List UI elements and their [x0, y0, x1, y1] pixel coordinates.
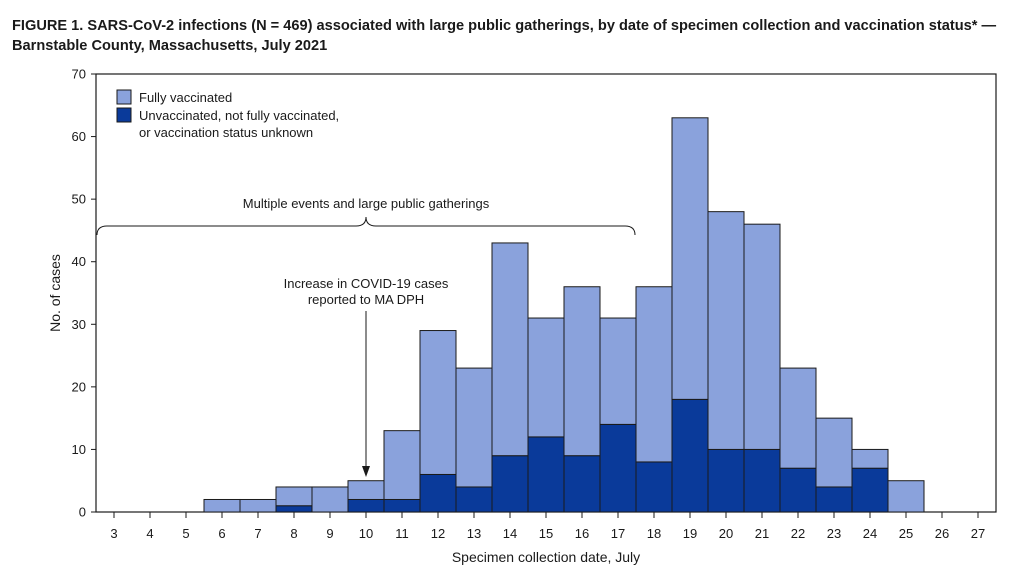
x-tick-label: 17 — [611, 526, 625, 541]
bar-series2-jul-11 — [383, 430, 421, 500]
y-axis-label: No. of cases — [47, 254, 63, 332]
x-tick-label: 21 — [755, 526, 769, 541]
y-tick-label: 60 — [72, 129, 86, 144]
bar-series1-jul-23 — [815, 486, 853, 513]
x-tick-label: 23 — [827, 526, 841, 541]
annotation-arrow-label: reported to MA DPH — [308, 292, 424, 307]
bar-series2-jul-15 — [527, 317, 565, 438]
x-tick-label: 18 — [647, 526, 661, 541]
bar-series1-jul-16 — [563, 455, 601, 513]
x-tick-label: 12 — [431, 526, 445, 541]
bar-series2-jul-18 — [635, 286, 673, 463]
bar-series2-jul-8 — [275, 486, 313, 507]
bar-series2-jul-9 — [311, 486, 349, 513]
x-tick-label: 11 — [395, 526, 409, 541]
x-tick-label: 13 — [467, 526, 481, 541]
x-tick-label: 5 — [182, 526, 189, 541]
x-tick-label: 26 — [935, 526, 949, 541]
x-tick-label: 10 — [359, 526, 373, 541]
legend-label-series2: Fully vaccinated — [139, 90, 232, 105]
bar-series2-jul-7 — [239, 498, 277, 513]
bar-series2-jul-19 — [671, 117, 709, 400]
x-tick-label: 14 — [503, 526, 517, 541]
bar-series2-jul-21 — [743, 223, 781, 450]
bar-series2-jul-14 — [491, 242, 529, 457]
bar-series2-jul-20 — [707, 211, 745, 450]
y-tick-label: 40 — [72, 254, 86, 269]
y-tick-label: 30 — [72, 317, 86, 332]
bar-series1-jul-8 — [275, 505, 313, 513]
bar-series1-jul-20 — [707, 448, 745, 513]
legend-label-series1: Unvaccinated, not fully vaccinated, — [139, 108, 339, 123]
bar-series2-jul-23 — [815, 417, 853, 488]
bar-series2-jul-13 — [455, 367, 493, 488]
figure-title-line-1: FIGURE 1. SARS-CoV-2 infections (N = 469… — [12, 18, 997, 34]
y-tick-label: 10 — [72, 442, 86, 457]
bar-series1-jul-15 — [527, 436, 565, 513]
bar-series2-jul-10 — [347, 480, 385, 500]
y-tick-label: 20 — [72, 379, 86, 394]
y-tick-label: 50 — [72, 192, 86, 207]
x-tick-label: 4 — [146, 526, 153, 541]
annotation-brace — [96, 216, 636, 236]
x-tick-label: 7 — [254, 526, 261, 541]
x-tick-label: 27 — [971, 526, 985, 541]
bar-series1-jul-12 — [419, 473, 457, 513]
x-tick-label: 6 — [218, 526, 225, 541]
annotation-brace-label: Multiple events and large public gatheri… — [243, 196, 490, 211]
bar-series1-jul-13 — [455, 486, 493, 513]
bar-series2-jul-16 — [563, 286, 601, 457]
bar-series1-jul-17 — [599, 423, 637, 513]
x-tick-label: 19 — [683, 526, 697, 541]
legend-swatch-series2 — [116, 89, 132, 105]
bar-series1-jul-19 — [671, 398, 709, 513]
bar-series2-jul-17 — [599, 317, 637, 425]
x-tick-label: 22 — [791, 526, 805, 541]
bar-series2-jul-24 — [851, 448, 889, 469]
x-tick-label: 16 — [575, 526, 589, 541]
annotation-arrow-head — [362, 466, 370, 477]
figure-title: FIGURE 1. SARS-CoV-2 infections (N = 469… — [12, 16, 1017, 56]
bar-series2-jul-22 — [779, 367, 817, 469]
x-tick-label: 3 — [110, 526, 117, 541]
x-tick-label: 20 — [719, 526, 733, 541]
x-tick-label: 25 — [899, 526, 913, 541]
bar-series2-jul-6 — [203, 498, 241, 513]
bar-series1-jul-22 — [779, 467, 817, 513]
x-tick-label: 9 — [326, 526, 333, 541]
bar-series2-jul-25 — [887, 480, 925, 513]
bar-series2-jul-12 — [419, 330, 457, 475]
legend-label-series1: or vaccination status unknown — [139, 125, 313, 140]
bar-series1-jul-21 — [743, 448, 781, 513]
x-tick-label: 15 — [539, 526, 553, 541]
y-tick-label: 70 — [72, 67, 86, 82]
figure-title-line-2: Barnstable County, Massachusetts, July 2… — [12, 38, 328, 54]
y-tick-label: 0 — [79, 505, 86, 520]
annotation-arrow-label: Increase in COVID-19 cases — [284, 276, 449, 291]
bar-series1-jul-11 — [383, 498, 421, 513]
legend-swatch-series1 — [116, 107, 132, 123]
x-tick-label: 8 — [290, 526, 297, 541]
bar-series1-jul-14 — [491, 455, 529, 513]
bar-series1-jul-10 — [347, 498, 385, 513]
x-tick-label: 24 — [863, 526, 877, 541]
bar-series1-jul-24 — [851, 467, 889, 513]
x-axis-label: Specimen collection date, July — [452, 549, 640, 565]
bar-series1-jul-18 — [635, 461, 673, 513]
